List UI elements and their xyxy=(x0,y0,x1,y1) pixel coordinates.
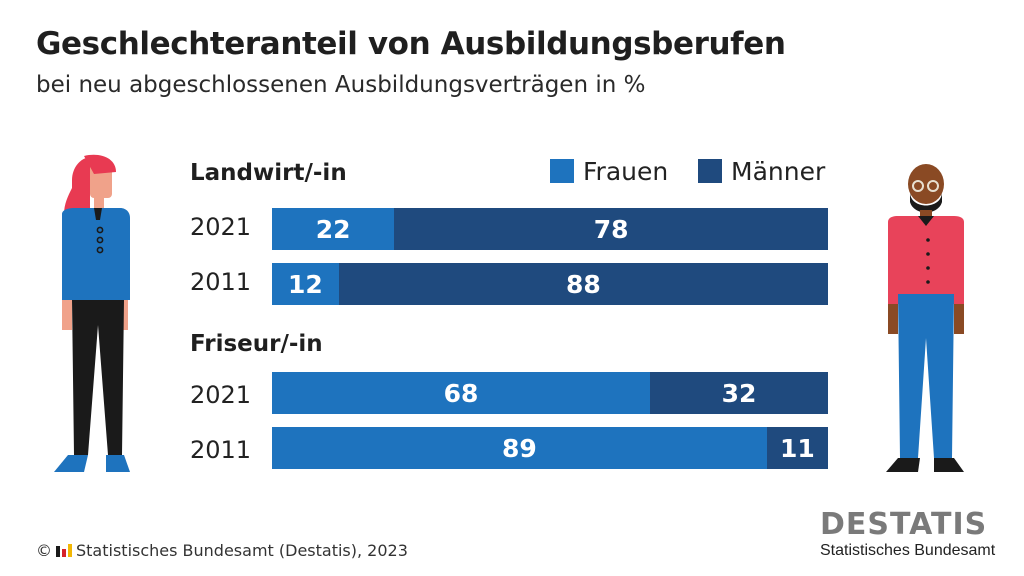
destatis-wordmark: DESTATIS xyxy=(820,507,988,542)
chart-subtitle: bei neu abgeschlossenen Ausbildungsvertr… xyxy=(36,72,646,98)
row-label-landwirt-2021: 2021 xyxy=(190,213,252,241)
data-label-maenner-friseur-2021: 32 xyxy=(721,378,757,408)
footer-copyright: © Statistisches Bundesamt (Destatis), 20… xyxy=(36,541,408,560)
data-label-frauen-landwirt-2011: 12 xyxy=(287,269,323,299)
row-label-landwirt-2011: 2011 xyxy=(190,268,252,296)
data-label-frauen-landwirt-2021: 22 xyxy=(315,214,351,244)
legend-label-frauen: Frauen xyxy=(583,157,669,186)
legend-label-maenner: Männer xyxy=(731,157,826,186)
legend-swatch-maenner xyxy=(698,159,722,183)
data-label-maenner-landwirt-2011: 88 xyxy=(565,269,601,299)
bar-segment-frauen-landwirt-2011: 12 xyxy=(272,263,339,305)
man-figure-icon xyxy=(886,164,964,472)
group-label-friseur: Friseur/-in xyxy=(190,331,323,357)
bar-segment-frauen-landwirt-2021: 22 xyxy=(272,208,395,250)
bar-landwirt-2011: 12 88 xyxy=(272,263,828,305)
bar-segment-frauen-friseur-2021: 68 xyxy=(272,372,651,414)
chart-title: Geschlechteranteil von Ausbildungsberufe… xyxy=(36,26,786,62)
destatis-mini-logo-icon xyxy=(56,544,72,557)
bar-segment-frauen-friseur-2011: 89 xyxy=(272,427,767,469)
row-label-friseur-2021: 2021 xyxy=(190,381,252,409)
row-label-friseur-2011: 2011 xyxy=(190,436,252,464)
bar-friseur-2021: 68 32 xyxy=(272,372,828,414)
data-label-frauen-friseur-2011: 89 xyxy=(502,433,537,463)
data-label-maenner-landwirt-2021: 78 xyxy=(593,214,629,244)
legend-item-frauen: Frauen xyxy=(550,157,668,186)
copyright-symbol: © xyxy=(36,541,52,560)
group-label-landwirt: Landwirt/-in xyxy=(190,160,347,186)
woman-figure-icon xyxy=(54,154,130,472)
legend-item-maenner: Männer xyxy=(698,157,825,186)
bar-segment-maenner-friseur-2011: 11 xyxy=(766,427,828,469)
bar-segment-maenner-friseur-2021: 32 xyxy=(650,372,828,414)
bar-landwirt-2021: 22 78 xyxy=(272,208,828,250)
destatis-subtitle: Statistisches Bundesamt xyxy=(820,542,996,559)
legend-swatch-frauen xyxy=(550,159,574,183)
bar-friseur-2011: 89 11 xyxy=(272,427,828,469)
data-label-maenner-friseur-2011: 11 xyxy=(780,433,815,463)
bar-segment-maenner-landwirt-2021: 78 xyxy=(394,208,828,250)
destatis-logo: DESTATIS Statistisches Bundesamt xyxy=(820,510,995,560)
bar-segment-maenner-landwirt-2011: 88 xyxy=(338,263,828,305)
data-label-frauen-friseur-2021: 68 xyxy=(443,378,479,408)
copyright-text: Statistisches Bundesamt (Destatis), 2023 xyxy=(76,541,408,560)
